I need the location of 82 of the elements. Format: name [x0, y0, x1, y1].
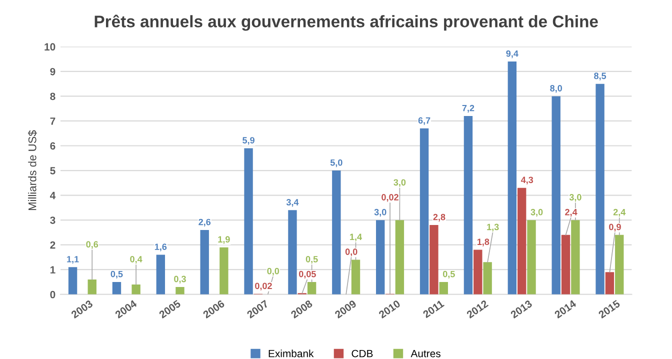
bar	[464, 116, 473, 294]
data-label: 0,05	[298, 270, 316, 279]
bar	[508, 62, 517, 294]
y-axis-title: Milliards de US$	[28, 130, 37, 210]
data-label: 0,0	[345, 248, 358, 256]
x-tick-label: 2011	[422, 300, 445, 318]
data-label: 2,8	[433, 214, 446, 222]
bar	[200, 230, 209, 294]
data-label: 0,6	[86, 241, 98, 249]
data-label: 0,5	[442, 270, 455, 279]
data-label: 3,4	[286, 199, 299, 207]
chart-title: Prêts annuels aux gouvernements africains provenant de Chine	[94, 14, 598, 31]
bar	[351, 260, 360, 294]
y-tick-label: 4	[50, 192, 56, 200]
bar	[571, 220, 580, 294]
data-label: 3,0	[569, 194, 582, 202]
bar	[483, 262, 492, 294]
bar	[376, 220, 385, 294]
bar	[527, 220, 536, 294]
legend-label: CDB	[352, 350, 373, 358]
data-label: 1,4	[350, 234, 362, 242]
data-label: 8,0	[550, 85, 562, 93]
data-label: 5,0	[330, 159, 342, 168]
bar	[596, 84, 604, 294]
bar	[605, 272, 614, 294]
y-tick-label: 3	[50, 216, 56, 224]
data-label: 3,0	[374, 208, 386, 217]
bar	[561, 234, 570, 294]
bar	[474, 250, 482, 294]
data-label: 4,3	[520, 176, 534, 184]
legend-label: Eximbank	[268, 350, 314, 358]
y-tick-label: 6	[50, 142, 56, 150]
data-label: 0,5	[110, 270, 123, 279]
legend-label: Autres	[410, 350, 440, 358]
data-label: 1,9	[218, 236, 230, 244]
bar	[88, 280, 96, 294]
data-label: 9,4	[506, 50, 518, 58]
data-label: 0,02	[255, 282, 272, 290]
y-tick-label: 10	[44, 43, 56, 51]
data-label: 8,5	[594, 72, 606, 80]
y-tick-label: 0	[50, 290, 56, 298]
data-label: 6,7	[418, 117, 430, 125]
bar	[288, 210, 297, 294]
bar	[307, 282, 316, 294]
bar	[420, 128, 429, 294]
data-label: 3,0	[394, 179, 406, 187]
y-tick-label: 5	[50, 167, 56, 174]
bar	[332, 170, 341, 294]
y-tick-label: 2	[50, 241, 56, 249]
bar	[615, 234, 624, 294]
data-label: 1,8	[477, 238, 490, 246]
bar	[552, 96, 560, 294]
data-label: 5,9	[242, 137, 254, 145]
data-label: 0,5	[306, 256, 318, 264]
data-label: 2,4	[565, 208, 578, 217]
bar	[156, 254, 166, 294]
bar	[112, 282, 122, 294]
data-label: 1,6	[154, 244, 167, 252]
y-tick-label: 1	[50, 266, 56, 274]
data-label: 2,4	[613, 208, 626, 217]
data-label: 0,9	[609, 224, 621, 232]
bar	[68, 267, 78, 294]
bar	[517, 188, 526, 294]
bar	[176, 286, 184, 294]
data-label: 3,0	[530, 208, 543, 217]
bar	[244, 148, 253, 294]
bar	[395, 220, 404, 294]
y-tick-label: 9	[50, 68, 56, 76]
bar	[430, 225, 438, 294]
data-label: 7,2	[462, 104, 474, 113]
data-label: 2,6	[198, 218, 211, 227]
data-label: 0,02	[382, 194, 398, 202]
y-tick-label: 8	[50, 92, 56, 100]
bar	[132, 284, 140, 294]
data-label: 1,3	[487, 224, 499, 232]
bar	[439, 282, 448, 294]
data-label: 0,4	[130, 256, 142, 264]
bar	[220, 247, 228, 294]
data-label: 0,0	[267, 268, 280, 276]
data-label: 1,1	[67, 256, 79, 264]
data-label: 0,3	[174, 276, 186, 284]
y-tick-label: 7	[50, 118, 56, 125]
